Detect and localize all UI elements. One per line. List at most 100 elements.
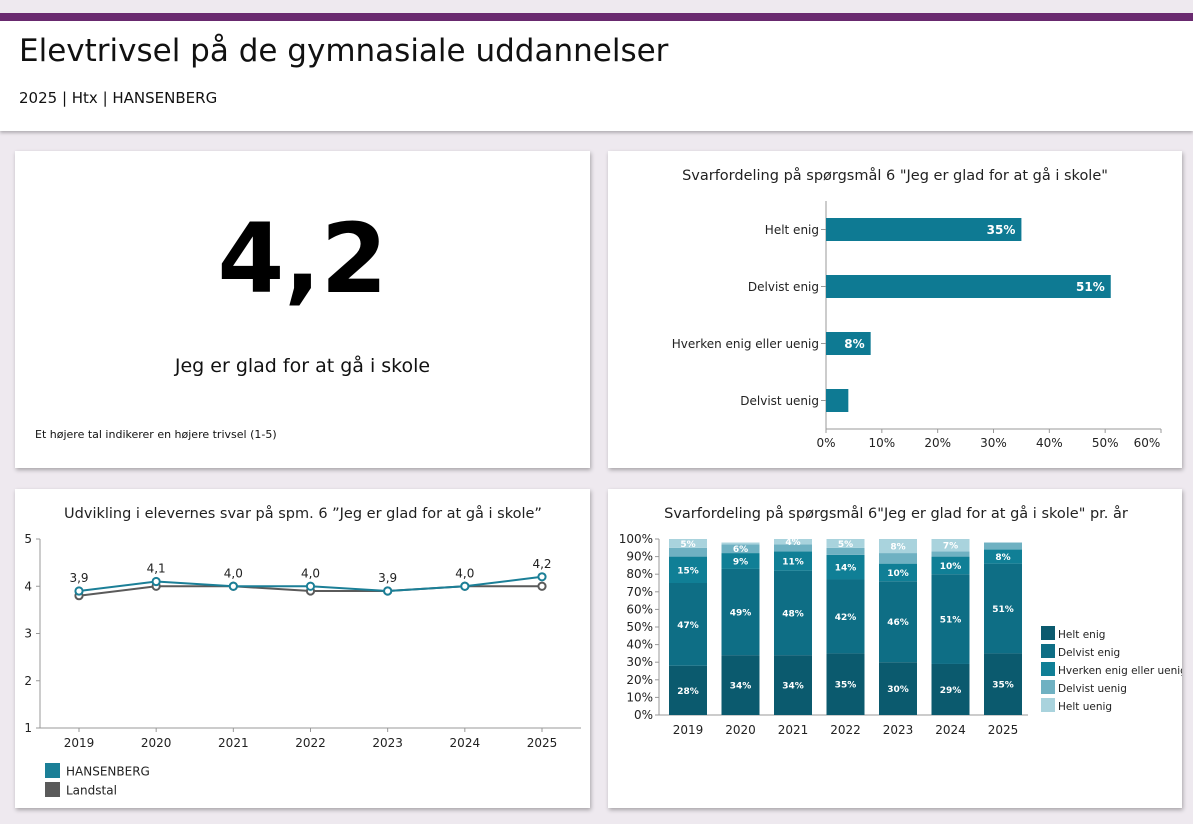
- data-label: 3,9: [378, 571, 397, 585]
- data-label: 15%: [677, 566, 699, 576]
- stack-segment: [774, 551, 812, 571]
- y-tick-label: 70%: [626, 585, 653, 599]
- stack-segment: [826, 547, 865, 555]
- data-label: 34%: [782, 682, 804, 692]
- stack-segment: [826, 579, 865, 654]
- y-tick-label: 3: [24, 627, 32, 641]
- x-tick-label: 2025: [527, 736, 558, 750]
- data-label: 8%: [995, 553, 1010, 563]
- data-label: 42%: [835, 613, 857, 623]
- data-label: 35%: [987, 223, 1016, 237]
- data-point: [151, 576, 161, 587]
- category-label: Hverken enig eller uenig: [672, 337, 819, 351]
- distribution-bar-card: Svarfordeling på spørgsmål 6 "Jeg er gla…: [608, 151, 1182, 468]
- x-tick-label: 0%: [816, 436, 835, 450]
- chart-title: Udvikling i elevernes svar på spm. 6 ”Je…: [64, 505, 542, 522]
- stack-segment: [721, 568, 760, 656]
- page-subtitle: 2025 | Htx | HANSENBERG: [19, 89, 218, 107]
- y-tick-label: 80%: [626, 567, 653, 581]
- category-label: Delvist uenig: [740, 394, 819, 408]
- data-label: 14%: [835, 564, 857, 574]
- data-label: 5%: [680, 540, 695, 550]
- kpi-label: Jeg er glad for at gå i skole: [174, 355, 431, 377]
- legend-label: Delvist enig: [1058, 647, 1120, 659]
- kpi-note: Et højere tal indikerer en højere trivse…: [35, 428, 277, 441]
- legend-swatch: [1041, 644, 1055, 658]
- stack-segment: [774, 544, 812, 552]
- stack-segment: [774, 655, 812, 715]
- category-label: Helt enig: [765, 223, 819, 237]
- legend-label: Helt uenig: [1058, 701, 1112, 713]
- x-tick-label: 2020: [725, 723, 756, 737]
- top-accent-bar: [0, 13, 1193, 21]
- y-tick-label: 60%: [626, 602, 653, 616]
- x-tick-label: 2022: [830, 723, 861, 737]
- x-tick-label: 2019: [64, 736, 95, 750]
- y-tick-label: 50%: [626, 620, 653, 634]
- stack-segment: [931, 574, 970, 664]
- stack-segment: [931, 556, 970, 575]
- data-label: 28%: [677, 687, 699, 697]
- legend-label: HANSENBERG: [66, 765, 150, 779]
- stack-segment: [826, 539, 865, 548]
- data-point: [460, 581, 470, 591]
- data-point: [537, 572, 547, 582]
- data-label: 9%: [733, 558, 748, 568]
- bar: [826, 275, 1111, 298]
- stack-segment: [879, 662, 917, 715]
- data-label: 51%: [992, 605, 1014, 615]
- data-label: 8%: [890, 543, 905, 553]
- y-tick-label: 40%: [626, 638, 653, 652]
- trend-line-card: Udvikling i elevernes svar på spm. 6 ”Je…: [15, 489, 590, 808]
- legend-label: Landstal: [66, 784, 117, 798]
- x-tick-label: 2023: [372, 736, 403, 750]
- y-tick-label: 1: [24, 721, 32, 735]
- legend-label: Hverken enig eller uenig: [1058, 665, 1182, 677]
- bar: [826, 218, 1022, 241]
- data-label: 10%: [940, 562, 962, 572]
- stack-segment: [984, 563, 1022, 654]
- legend-swatch: [45, 763, 60, 778]
- data-label: 4,0: [455, 566, 474, 580]
- x-tick-label: 50%: [1092, 436, 1119, 450]
- stacked-bar-card: Svarfordeling på spørgsmål 6"Jeg er glad…: [608, 489, 1187, 808]
- y-tick-label: 90%: [626, 550, 653, 564]
- data-label: 3,9: [69, 571, 88, 585]
- data-label: 10%: [887, 569, 909, 579]
- legend-swatch: [1041, 680, 1055, 694]
- stack-segment: [669, 539, 707, 548]
- legend-swatch: [45, 782, 60, 797]
- chart-title: Svarfordeling på spørgsmål 6"Jeg er glad…: [664, 505, 1128, 522]
- stack-segment: [931, 539, 970, 552]
- data-label: 7%: [943, 542, 958, 552]
- stack-segment: [669, 547, 707, 557]
- data-label: 35%: [992, 681, 1014, 691]
- x-tick-label: 20%: [924, 436, 951, 450]
- stack-segment: [879, 563, 917, 582]
- stack-segment: [826, 653, 865, 715]
- data-label: 4,0: [301, 566, 320, 580]
- x-tick-label: 40%: [1036, 436, 1063, 450]
- chart-title: Svarfordeling på spørgsmål 6 "Jeg er gla…: [682, 167, 1108, 184]
- legend-label: Delvist uenig: [1058, 683, 1127, 695]
- x-tick-label: 2023: [883, 723, 914, 737]
- data-label: 4,2: [532, 557, 551, 571]
- data-label: 49%: [730, 609, 752, 619]
- stack-segment: [879, 553, 917, 564]
- data-label: 48%: [782, 609, 804, 619]
- stack-segment: [774, 570, 812, 656]
- data-point: [383, 586, 393, 596]
- data-point: [228, 581, 238, 591]
- x-tick-label: 2020: [141, 736, 172, 750]
- stack-segment: [879, 539, 917, 554]
- stack-segment: [879, 581, 917, 663]
- data-label: 30%: [887, 685, 909, 695]
- bar: [826, 332, 871, 355]
- kpi-value: 4,2: [217, 203, 388, 315]
- trend-line-chart: Udvikling i elevernes svar på spm. 6 ”Je…: [24, 505, 581, 798]
- stack-segment: [721, 553, 760, 569]
- x-tick-label: 10%: [868, 436, 895, 450]
- legend-swatch: [1041, 698, 1055, 712]
- y-tick-label: 2: [24, 674, 32, 688]
- y-tick-label: 30%: [626, 655, 653, 669]
